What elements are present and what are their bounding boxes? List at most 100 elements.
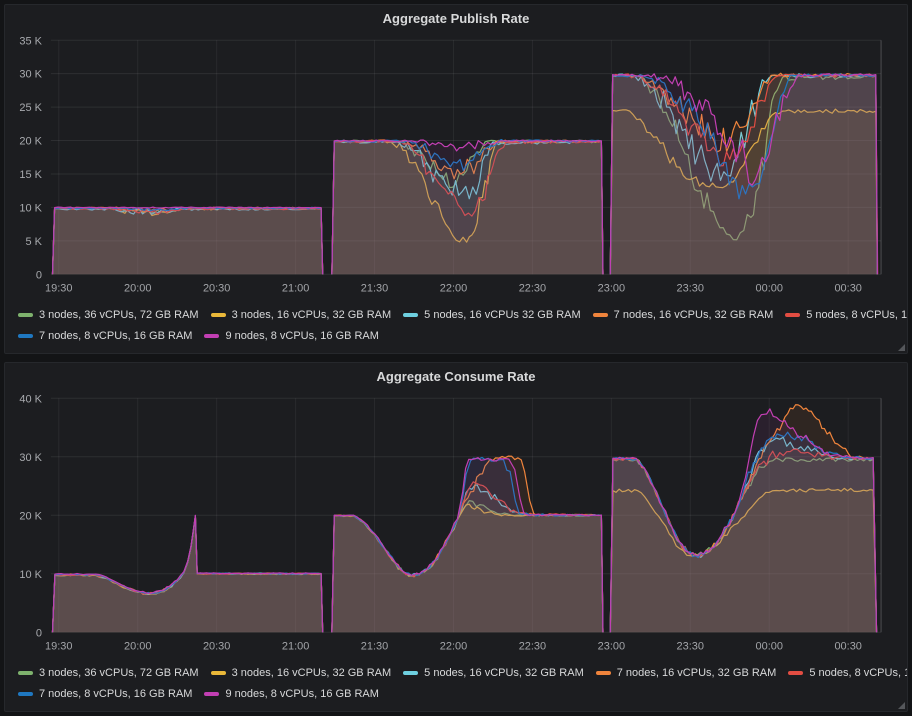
legend-label: 9 nodes, 8 vCPUs, 16 GB RAM [225,687,379,700]
legend-label: 7 nodes, 8 vCPUs, 16 GB RAM [39,687,193,700]
legend-item[interactable]: 7 nodes, 16 vCPUs, 32 GB RAM [595,666,777,679]
y-tick-label: 30 K [19,452,42,464]
panel-publish-rate: Aggregate Publish Rate 19:30 20:00 20:30 21… [4,4,908,354]
legend-item[interactable]: 7 nodes, 16 vCPUs, 32 GB RAM [592,308,774,321]
series-area [52,73,878,275]
y-tick-label: 35 K [19,35,42,47]
consume-rate-chart[interactable]: 19:30 20:00 20:30 21:00 21:30 22:00 22:30 23:00… [5,390,907,661]
legend-swatch-icon [204,691,220,696]
legend-item[interactable]: 3 nodes, 36 vCPUs, 72 GB RAM [18,667,199,679]
legend-label: 5 nodes, 8 vCPUs, 16 GB RAM [809,666,907,679]
publish-rate-chart[interactable]: 19:30 20:00 20:30 21:00 21:30 22:00 22:30 23:00… [5,32,907,303]
x-tick-label: 23:30 [677,641,704,653]
y-tick-label: 10 K [19,569,42,581]
legend-label: 5 nodes, 16 vCPUs 32 GB RAM [424,308,581,321]
series-area [52,432,877,633]
legend-item[interactable]: 5 nodes, 8 vCPUs, 16 GB RAM [785,308,908,321]
legend-item[interactable]: 7 nodes, 8 vCPUs, 16 GB RAM [18,688,192,700]
legend-swatch-icon [18,333,33,338]
legend-swatch-icon [18,670,33,675]
consume-rate-legend: 3 nodes, 36 vCPUs, 72 GB RAM 3 nodes, 16 … [5,661,907,711]
legend-label: 7 nodes, 16 vCPUs, 32 GB RAM [613,308,774,321]
x-tick-label: 22:30 [519,641,546,653]
series-area [52,437,877,633]
legend-item[interactable]: 3 nodes, 16 vCPUs, 32 GB RAM [210,666,392,679]
legend-swatch-icon [788,670,804,675]
x-tick-label: 21:30 [361,283,388,295]
y-tick-label: 10 K [19,202,42,214]
legend-label: 3 nodes, 36 vCPUs, 72 GB RAM [39,666,199,679]
x-tick-label: 00:30 [834,641,861,653]
legend-item[interactable]: 9 nodes, 8 vCPUs, 16 GB RAM [204,329,379,342]
series-area [52,109,878,275]
legend-item[interactable]: 5 nodes, 16 vCPUs, 32 GB RAM [403,667,584,679]
x-tick-label: 23:30 [677,283,704,295]
legend-item[interactable]: 5 nodes, 16 vCPUs 32 GB RAM [403,309,581,321]
legend-label: 7 nodes, 8 vCPUs, 16 GB RAM [39,329,193,342]
series-area [52,488,877,633]
legend-label: 3 nodes, 16 vCPUs, 32 GB RAM [231,308,392,321]
legend-label: 5 nodes, 8 vCPUs, 16 GB RAM [806,308,908,321]
legend-swatch-icon [204,333,220,338]
y-tick-label: 5 K [25,236,42,248]
series-area [52,73,878,275]
legend-swatch-icon [403,670,419,675]
series-area [52,73,878,275]
panel-resize-handle-icon[interactable] [898,702,905,709]
y-tick-label: 15 K [19,169,42,181]
legend-swatch-icon [210,312,226,317]
legend-item[interactable]: 7 nodes, 8 vCPUs, 16 GB RAM [18,330,192,342]
legend-swatch-icon [210,670,226,675]
legend-swatch-icon [595,670,611,675]
x-tick-label: 23:00 [598,641,625,653]
x-tick-label: 19:30 [45,283,72,295]
panel-consume-rate: Aggregate Consume Rate 19:30 20:00 20:30 21… [4,362,908,712]
x-tick-label: 22:00 [440,641,467,653]
panel-title[interactable]: Aggregate Publish Rate [382,11,530,26]
series-area [52,404,877,633]
x-tick-label: 20:00 [124,283,151,295]
legend-row: 3 nodes, 36 vCPUs, 72 GB RAM 3 nodes, 16 … [18,662,907,683]
y-tick-label: 0 [36,627,42,639]
x-tick-label: 00:30 [834,283,861,295]
x-tick-label: 20:30 [203,641,230,653]
y-tick-label: 25 K [19,102,42,114]
x-tick-label: 21:00 [282,283,309,295]
series-9n-8vcpu[interactable] [51,73,878,275]
legend-label: 3 nodes, 16 vCPUs, 32 GB RAM [231,666,392,679]
y-tick-label: 40 K [19,393,42,405]
legend-item[interactable]: 5 nodes, 8 vCPUs, 16 GB RAM [788,666,907,679]
legend-row: 7 nodes, 8 vCPUs, 16 GB RAM 9 nodes, 8 vC… [18,683,901,704]
series-area [52,73,878,275]
panel-resize-handle-icon[interactable] [898,344,905,351]
legend-swatch-icon [18,691,33,696]
legend-row: 3 nodes, 36 vCPUs, 72 GB RAM 3 nodes, 16 … [18,304,907,325]
series-line [51,408,878,633]
legend-swatch-icon [18,312,33,317]
y-tick-label: 0 [36,269,42,281]
x-tick-label: 23:00 [598,283,625,295]
publish-rate-plot-area: 19:30 20:00 20:30 21:00 21:30 22:00 22:30 23:00… [5,32,907,303]
x-tick-label: 20:30 [203,283,230,295]
legend-swatch-icon [403,312,419,317]
legend-label: 7 nodes, 16 vCPUs, 32 GB RAM [616,666,777,679]
y-tick-label: 20 K [19,135,42,147]
x-tick-label: 22:30 [519,283,546,295]
series-9n-8vcpu[interactable] [51,408,878,633]
legend-item[interactable]: 9 nodes, 8 vCPUs, 16 GB RAM [204,687,379,700]
series-line [51,73,878,275]
series-area [52,408,877,633]
legend-item[interactable]: 3 nodes, 16 vCPUs, 32 GB RAM [210,308,392,321]
legend-label: 3 nodes, 36 vCPUs, 72 GB RAM [39,308,199,321]
panel-title[interactable]: Aggregate Consume Rate [376,369,536,384]
legend-item[interactable]: 3 nodes, 36 vCPUs, 72 GB RAM [18,309,199,321]
y-tick-label: 20 K [19,510,42,522]
x-tick-label: 21:00 [282,641,309,653]
legend-label: 5 nodes, 16 vCPUs, 32 GB RAM [424,666,584,679]
series-area [52,457,877,633]
legend-label: 9 nodes, 8 vCPUs, 16 GB RAM [225,329,379,342]
legend-swatch-icon [785,312,801,317]
x-tick-label: 00:00 [756,641,783,653]
x-tick-label: 22:00 [440,283,467,295]
